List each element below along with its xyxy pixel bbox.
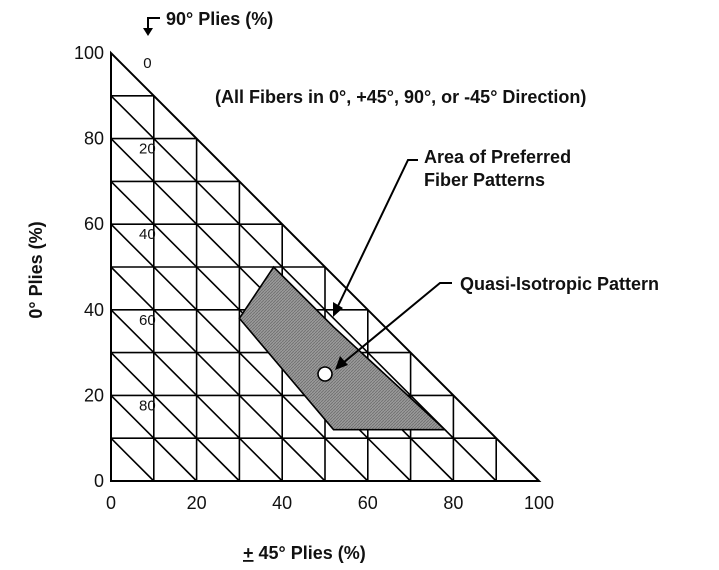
diagonal-tick-label: 60 bbox=[139, 312, 156, 329]
y-tick-label: 100 bbox=[74, 43, 104, 63]
diagonal-tick-label: 40 bbox=[139, 226, 156, 243]
triangle-frame bbox=[110, 50, 542, 482]
x-axis-label-rest: 45° Plies (%) bbox=[254, 543, 366, 563]
quasi-isotropic-point bbox=[317, 366, 333, 382]
grid-line-d bbox=[110, 437, 155, 482]
x-tick-label: 100 bbox=[524, 493, 554, 513]
y-tick-label: 60 bbox=[84, 214, 104, 234]
area-callout-line bbox=[337, 159, 418, 307]
diagonal-tick-label: 80 bbox=[139, 397, 156, 414]
top-arrow bbox=[147, 17, 160, 30]
y-tick-label: 0 bbox=[94, 471, 104, 491]
x-tick-label: 40 bbox=[272, 493, 292, 513]
grid-line-d bbox=[110, 352, 240, 482]
area-callout-arrowhead bbox=[333, 302, 343, 317]
diagonal-tick-labels: 0 20 40 60 80 bbox=[139, 55, 156, 414]
quasi-callout-arrowhead bbox=[335, 356, 348, 370]
x-tick-labels: 0 20 40 60 80 100 bbox=[106, 493, 554, 513]
x-axis-label-prefix: + bbox=[243, 543, 254, 563]
diagonal-tick-label: 20 bbox=[139, 141, 156, 158]
x-tick-label: 0 bbox=[106, 493, 116, 513]
y-tick-label: 80 bbox=[84, 129, 104, 149]
grid-line-d bbox=[110, 223, 369, 482]
y-axis-label: 0° Plies (%) bbox=[26, 221, 46, 318]
quasi-callout-label: Quasi-Isotropic Pattern bbox=[460, 274, 659, 294]
quasi-callout-line bbox=[342, 282, 452, 364]
frame-outline bbox=[110, 50, 542, 482]
subtitle: (All Fibers in 0°, +45°, 90°, or -45° Di… bbox=[215, 87, 586, 107]
area-callout-line1: Area of Preferred bbox=[424, 147, 571, 167]
y-tick-label: 40 bbox=[84, 300, 104, 320]
diagonal-tick-label: 0 bbox=[143, 55, 151, 72]
x-axis-label: + 45° Plies (%) bbox=[243, 543, 366, 563]
grid-line-d bbox=[110, 394, 198, 482]
preferred-area bbox=[238, 265, 447, 431]
grid-line-d bbox=[110, 266, 326, 482]
x-tick-label: 20 bbox=[187, 493, 207, 513]
y-tick-labels: 0 20 40 60 80 100 bbox=[74, 43, 104, 491]
top-arrow-head bbox=[143, 28, 153, 36]
x-tick-label: 80 bbox=[443, 493, 463, 513]
grid-line-d bbox=[110, 309, 283, 482]
x-tick-label: 60 bbox=[358, 493, 378, 513]
y-tick-label: 20 bbox=[84, 385, 104, 405]
top-label: 90° Plies (%) bbox=[166, 9, 273, 29]
area-callout-line2: Fiber Patterns bbox=[424, 170, 545, 190]
